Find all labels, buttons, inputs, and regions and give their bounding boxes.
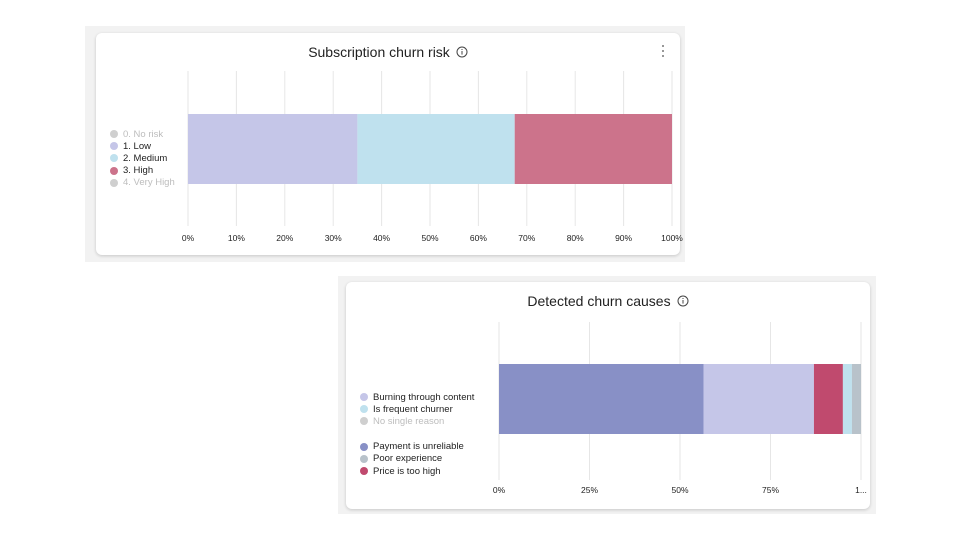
bar-segment-burning-through-content[interactable] — [703, 364, 814, 434]
bar-segment-is-frequent-churner[interactable] — [842, 364, 852, 434]
legend-item[interactable]: 2. Medium — [110, 152, 175, 164]
legend-item[interactable]: Price is too high — [360, 465, 474, 477]
legend-label: Burning through content — [373, 391, 475, 403]
chart-title: Detected churn causes — [527, 293, 671, 309]
chart-legend: Burning through content Is frequent churn… — [360, 391, 474, 477]
x-tick-label: 10% — [228, 233, 245, 243]
legend-marker — [360, 454, 368, 463]
bar-segment-poor-experience[interactable] — [851, 364, 861, 434]
legend-marker — [360, 442, 368, 451]
x-tick-label: 30% — [325, 233, 342, 243]
x-tick-label: 40% — [373, 233, 390, 243]
x-tick-label: 50% — [671, 485, 688, 495]
x-tick-label: 25% — [581, 485, 598, 495]
x-tick-label: 75% — [762, 485, 779, 495]
legend-marker — [110, 130, 118, 139]
x-tick-label: 0% — [182, 233, 195, 243]
bar-segment-3-high[interactable] — [514, 114, 672, 184]
legend-item[interactable]: Payment is unreliable — [360, 441, 474, 453]
chart-plot: 0% 10% 20% 30% 40% 50% 60% 70% 80% 90% 100% — [182, 71, 683, 243]
info-icon[interactable] — [677, 295, 689, 307]
legend-label: 1. Low — [123, 140, 151, 152]
bar-segment-payment-is-unreliable[interactable] — [499, 364, 704, 434]
legend-marker — [360, 405, 368, 414]
legend-label: 2. Medium — [123, 152, 168, 164]
legend-marker — [110, 178, 118, 187]
x-tick-label: 70% — [518, 233, 535, 243]
bar-segment-price-is-too-high[interactable] — [813, 364, 843, 434]
legend-item[interactable]: Poor experience — [360, 453, 474, 465]
x-tick-label: 80% — [567, 233, 584, 243]
x-tick-label: 60% — [470, 233, 487, 243]
chart-plot: 0% 25% 50% 75% 1... — [493, 322, 867, 495]
legend-label: Payment is unreliable — [373, 441, 464, 453]
x-tick-label: 50% — [421, 233, 438, 243]
bar-segment-2-medium[interactable] — [357, 114, 515, 184]
legend-item[interactable]: 1. Low — [110, 140, 175, 152]
legend-marker — [360, 467, 368, 476]
legend-label: Price is too high — [373, 465, 441, 477]
legend-item[interactable]: 4. Very High — [110, 177, 175, 189]
legend-item[interactable]: 0. No risk — [110, 128, 175, 140]
x-tick-label: 0% — [493, 485, 506, 495]
legend-label: No single reason — [373, 415, 445, 427]
bar-segment-1-low[interactable] — [188, 114, 358, 184]
chart-title: Subscription churn risk — [308, 44, 450, 60]
legend-item[interactable]: Is frequent churner — [360, 403, 474, 415]
legend-label: 0. No risk — [123, 128, 164, 140]
legend-label: 3. High — [123, 165, 154, 177]
legend-item[interactable]: Burning through content — [360, 391, 474, 403]
x-tick-label: 100% — [661, 233, 683, 243]
legend-label: 4. Very High — [123, 177, 175, 189]
legend-label: Poor experience — [373, 453, 443, 465]
x-tick-label: 1... — [855, 485, 867, 495]
chart-legend: 0. No risk 1. Low 2. Medium 3. High 4. Very … — [110, 128, 175, 189]
legend-marker — [360, 417, 368, 426]
legend-item[interactable]: 3. High — [110, 165, 175, 177]
chart-card-churn-risk: Subscription churn risk 0. No risk 1. Low… — [96, 33, 683, 255]
chart-title-row: Detected churn causes — [346, 293, 870, 309]
legend-item[interactable]: No single reason — [360, 415, 474, 427]
legend-marker — [360, 393, 368, 402]
info-icon[interactable] — [456, 46, 468, 58]
legend-marker — [110, 142, 118, 151]
legend-label: Is frequent churner — [373, 403, 453, 415]
chart-card-churn-causes: Detected churn causes Burning through co… — [346, 282, 870, 509]
legend-marker — [110, 154, 118, 163]
chart-title-row: Subscription churn risk — [96, 44, 680, 60]
legend-marker — [110, 166, 118, 175]
more-options-icon[interactable] — [657, 44, 669, 58]
x-tick-label: 20% — [276, 233, 293, 243]
x-tick-label: 90% — [615, 233, 632, 243]
